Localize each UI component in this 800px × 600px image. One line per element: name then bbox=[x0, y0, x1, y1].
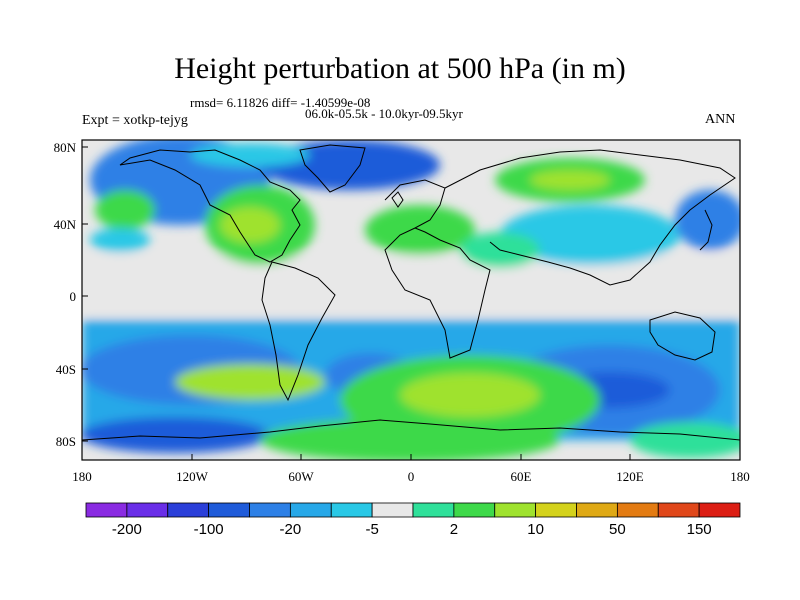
colorbar-label: -20 bbox=[280, 521, 302, 538]
south-atlantic-high-core bbox=[400, 373, 540, 417]
europe-africa-coast bbox=[384, 179, 491, 359]
antarctic-east-high bbox=[630, 422, 740, 458]
period-label: 06.0k-05.5k - 10.0kyr-09.5kyr bbox=[305, 106, 463, 121]
lon-tick-label: 60E bbox=[511, 469, 532, 484]
season-label: ANN bbox=[705, 112, 736, 127]
colorbar-swatch bbox=[412, 502, 455, 518]
colorbar-labels: -200 -100 -20 -5 2 10 50 150 bbox=[112, 521, 712, 538]
lon-tick-label: 180 bbox=[72, 469, 92, 484]
colorbar-swatch bbox=[494, 502, 537, 518]
colorbar-label: 2 bbox=[450, 521, 458, 538]
coastlines bbox=[82, 144, 740, 441]
greenland-coast bbox=[299, 144, 366, 193]
north-america-high-core bbox=[220, 207, 280, 243]
colorbar-swatch bbox=[126, 502, 169, 518]
colorbar-swatch bbox=[698, 502, 741, 518]
colorbar-label: 150 bbox=[687, 521, 712, 538]
colorbar-swatch bbox=[330, 502, 373, 518]
colorbar-label: -100 bbox=[194, 521, 224, 538]
antarctic-low bbox=[82, 417, 270, 453]
asia-low bbox=[500, 205, 680, 265]
uk-coast bbox=[391, 191, 404, 208]
australia-coast bbox=[649, 311, 716, 361]
colorbar-swatch bbox=[371, 502, 414, 518]
lon-tick-label: 120W bbox=[176, 469, 209, 484]
colorbar-label: -200 bbox=[112, 521, 142, 538]
lon-tick-label: 60W bbox=[288, 469, 314, 484]
colorbar-swatch bbox=[576, 502, 618, 518]
south-america-coast bbox=[261, 261, 336, 402]
asia-coast bbox=[444, 149, 736, 286]
lat-tick-label: 80N bbox=[54, 140, 77, 155]
rmsd-stats: rmsd= 6.11826 diff= -1.40599e-08 bbox=[190, 95, 371, 110]
lat-tick-label: 80S bbox=[56, 434, 76, 449]
colorbar-swatch bbox=[249, 502, 291, 518]
latitude-axis: 80N 40N 0 40S 80S bbox=[54, 140, 88, 449]
colorbar-label: 10 bbox=[527, 521, 544, 538]
antarctica-coast bbox=[82, 419, 740, 441]
aleutian-high bbox=[95, 190, 155, 230]
colorbar-label: -5 bbox=[365, 521, 378, 538]
equatorial-neutral-band bbox=[82, 255, 740, 315]
contour-field bbox=[82, 140, 740, 460]
lon-tick-label: 120E bbox=[616, 469, 644, 484]
experiment-label: Expt = xotkp-tejyg bbox=[82, 113, 188, 128]
longitude-axis: 180 120W 60W 0 60E 120E 180 bbox=[72, 454, 750, 484]
lon-tick-label: 0 bbox=[408, 469, 415, 484]
lat-tick-label: 0 bbox=[70, 289, 77, 304]
colorbar-label: 50 bbox=[609, 521, 626, 538]
map-title: Height perturbation at 500 hPa (in m) bbox=[174, 52, 626, 85]
lat-tick-label: 40N bbox=[54, 217, 77, 232]
colorbar-swatch bbox=[453, 502, 496, 518]
japan-coast bbox=[699, 209, 713, 251]
colorbar-swatch bbox=[167, 502, 210, 518]
colorbar-swatch bbox=[208, 502, 250, 518]
lat-tick-label: 40S bbox=[56, 362, 76, 377]
colorbar-swatch bbox=[289, 502, 332, 518]
lon-tick-label: 180 bbox=[730, 469, 750, 484]
arctic-fringe bbox=[190, 143, 310, 167]
north-america-coast bbox=[119, 149, 301, 263]
colorbar-swatch bbox=[657, 502, 700, 518]
colorbar-swatch bbox=[85, 502, 128, 518]
colorbar-swatch bbox=[535, 502, 577, 518]
east-pacific-low bbox=[90, 228, 150, 252]
antarctic-high bbox=[260, 418, 560, 460]
siberia-high-core bbox=[530, 170, 610, 190]
colorbar-swatch bbox=[616, 502, 659, 518]
south-pacific-high bbox=[175, 364, 325, 400]
north-west-pacific-low bbox=[675, 190, 740, 250]
colorbar bbox=[85, 502, 741, 518]
